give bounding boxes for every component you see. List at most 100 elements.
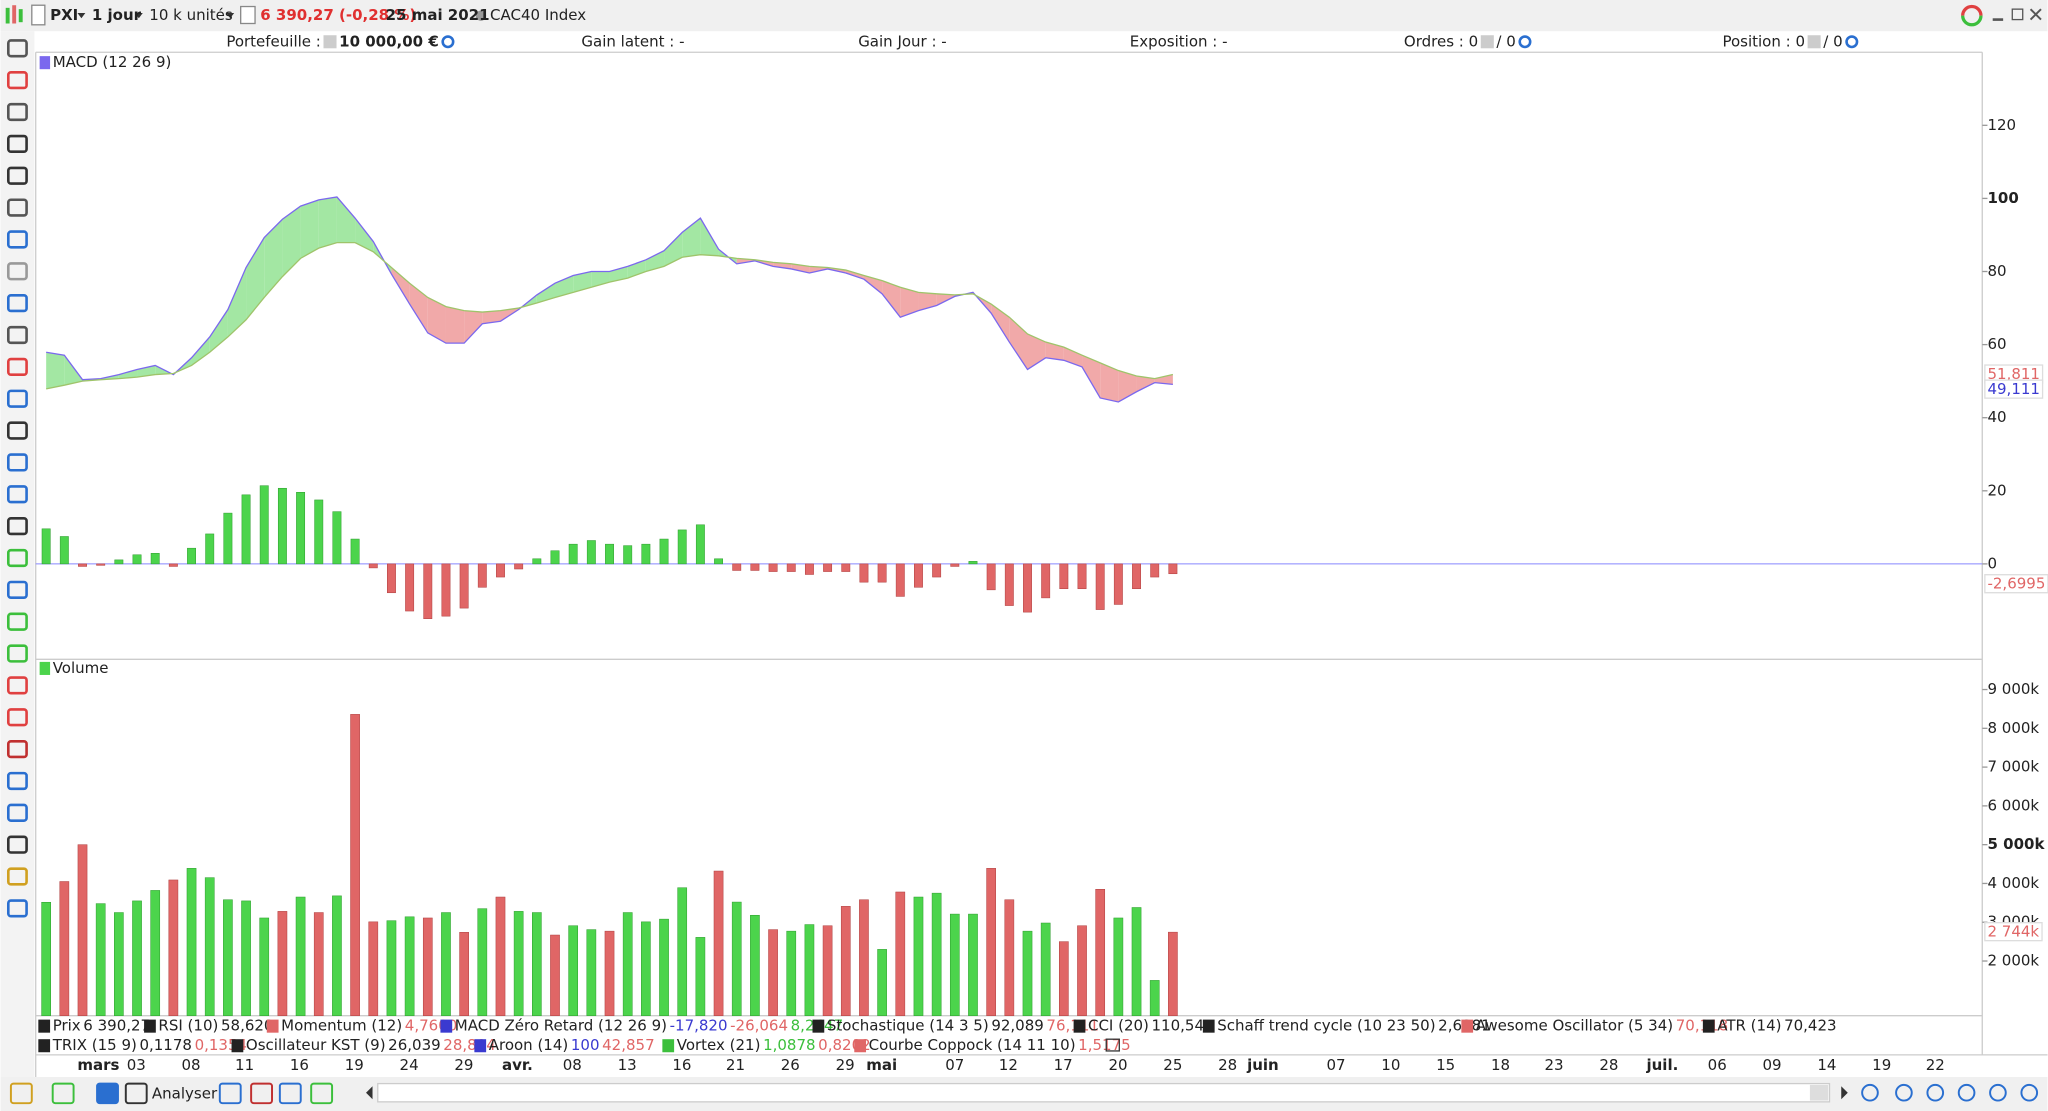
indicator-icon[interactable]	[144, 1019, 156, 1033]
tool-icon[interactable]	[6, 71, 28, 90]
volume-bar	[1149, 980, 1160, 1016]
indicator-name[interactable]: CCI (20)	[1088, 1017, 1149, 1035]
toolbar-icon[interactable]	[310, 1082, 334, 1105]
tool-icon[interactable]	[6, 357, 28, 376]
indicator-icon[interactable]	[231, 1039, 244, 1053]
symbol[interactable]: PXI	[50, 6, 78, 24]
tool-icon[interactable]	[6, 644, 28, 663]
settings-icon[interactable]	[441, 35, 455, 49]
dropdown-arrow[interactable]	[134, 13, 143, 19]
tool-icon[interactable]	[6, 389, 28, 408]
toolbar-icon[interactable]	[250, 1082, 273, 1105]
toolbar-icon[interactable]	[9, 1082, 33, 1105]
tool-icon[interactable]	[6, 166, 28, 185]
restore-button[interactable]	[2011, 8, 2024, 21]
indicator-name[interactable]: Prix	[53, 1017, 81, 1035]
refresh-icon[interactable]	[1961, 4, 1983, 16]
indicator-icon[interactable]	[440, 1019, 453, 1033]
indicator-icon[interactable]	[812, 1019, 825, 1033]
indicator-icon[interactable]	[38, 1039, 51, 1053]
indicator-icon[interactable]	[474, 1039, 487, 1053]
macd-fill	[1082, 355, 1101, 398]
toolbar-icon[interactable]	[1895, 1083, 1913, 1102]
tool-icon[interactable]	[6, 198, 28, 217]
toolbar-icon[interactable]	[96, 1082, 119, 1105]
indicator-name[interactable]: RSI (10)	[158, 1017, 218, 1035]
toolbar-icon[interactable]	[1989, 1083, 2007, 1102]
toggle-icon[interactable]	[1480, 35, 1494, 49]
units[interactable]: 10 k unités	[149, 6, 233, 24]
tool-icon[interactable]	[6, 262, 28, 281]
tool-icon[interactable]	[6, 230, 28, 249]
indicator-name[interactable]: Awesome Oscillator (5 34)	[1476, 1017, 1673, 1035]
tool-icon[interactable]	[6, 899, 28, 918]
tool-icon[interactable]	[6, 580, 28, 599]
symbol-icon[interactable]	[31, 4, 46, 26]
histogram-bar	[714, 558, 723, 565]
scrollbar[interactable]	[377, 1082, 1831, 1103]
volume-bar	[604, 930, 615, 1016]
indicator-name[interactable]: ATR (14)	[1717, 1017, 1781, 1035]
toggle-icon[interactable]	[1807, 35, 1821, 49]
tool-icon[interactable]	[6, 803, 28, 822]
indicator-name[interactable]: Aroon (14)	[489, 1036, 569, 1054]
indicator-name[interactable]: Schaff trend cycle (10 23 50)	[1217, 1017, 1435, 1035]
toolbar-icon[interactable]	[124, 1082, 148, 1105]
indicator-icon[interactable]	[1073, 1019, 1086, 1033]
indicator-icon[interactable]	[662, 1039, 675, 1053]
tool-icon[interactable]	[6, 867, 28, 886]
toolbar-icon[interactable]	[51, 1082, 75, 1105]
tool-icon[interactable]	[6, 485, 28, 504]
toolbar-icon[interactable]	[2020, 1083, 2039, 1102]
tool-icon[interactable]	[6, 516, 28, 536]
macd-fill	[1100, 362, 1119, 402]
tool-icon[interactable]	[6, 739, 28, 759]
info-icon[interactable]	[240, 5, 256, 25]
tool-icon[interactable]	[6, 612, 28, 631]
tool-icon[interactable]	[6, 421, 28, 440]
tool-icon[interactable]	[6, 835, 28, 854]
toolbar-icon[interactable]	[1957, 1083, 1976, 1102]
indicator-name[interactable]: Momentum (12)	[281, 1017, 402, 1035]
tool-icon[interactable]	[6, 134, 28, 154]
toolbar-icon[interactable]	[1926, 1083, 1945, 1102]
settings-icon[interactable]	[1518, 35, 1532, 49]
indicator-icon[interactable]	[854, 1039, 867, 1053]
scroll-left[interactable]	[366, 1086, 373, 1100]
scroll-thumb[interactable]	[1809, 1084, 1829, 1101]
indicator-icon[interactable]	[266, 1019, 279, 1033]
toolbar-icon[interactable]	[278, 1082, 302, 1105]
toolbar-icon[interactable]	[218, 1082, 242, 1105]
volume-bar	[713, 870, 724, 1016]
settings-icon[interactable]	[1845, 35, 1859, 49]
indicator-name[interactable]: Oscillateur KST (9)	[246, 1036, 386, 1054]
indicator-name[interactable]: TRIX (15 9)	[52, 1036, 137, 1054]
period[interactable]: 1 jour	[92, 6, 142, 24]
indicator-name[interactable]: Courbe Coppock (14 11 10)	[869, 1036, 1076, 1054]
analyze-button[interactable]: Analyser	[152, 1085, 218, 1103]
tool-icon[interactable]	[6, 771, 28, 791]
indicator-icon[interactable]	[1461, 1019, 1474, 1033]
dropdown-arrow[interactable]	[226, 13, 235, 19]
tool-icon[interactable]	[6, 325, 28, 345]
indicator-icon[interactable]	[1202, 1019, 1215, 1033]
scroll-right[interactable]	[1841, 1086, 1848, 1100]
indicator-icon[interactable]	[38, 1019, 51, 1033]
legend-toggle[interactable]	[1105, 1038, 1120, 1052]
toolbar-icon[interactable]	[1861, 1083, 1879, 1102]
close-button[interactable]	[2029, 8, 2042, 21]
indicator-icon[interactable]	[1702, 1019, 1715, 1033]
app-icon[interactable]	[5, 7, 10, 24]
indicator-name[interactable]: MACD Zéro Retard (12 26 9)	[455, 1017, 667, 1035]
tool-icon[interactable]	[6, 676, 28, 695]
tool-icon[interactable]	[6, 102, 28, 122]
dropdown-arrow[interactable]	[77, 13, 86, 19]
tool-icon[interactable]	[6, 708, 28, 727]
tool-icon[interactable]	[6, 548, 28, 568]
tool-icon[interactable]	[6, 39, 28, 58]
indicator-name[interactable]: Vortex (21)	[677, 1036, 761, 1054]
tool-icon[interactable]	[6, 294, 28, 313]
toggle-icon[interactable]	[323, 35, 337, 49]
indicator-name[interactable]: Stochastique (14 3 5)	[827, 1017, 989, 1035]
tool-icon[interactable]	[6, 453, 28, 472]
